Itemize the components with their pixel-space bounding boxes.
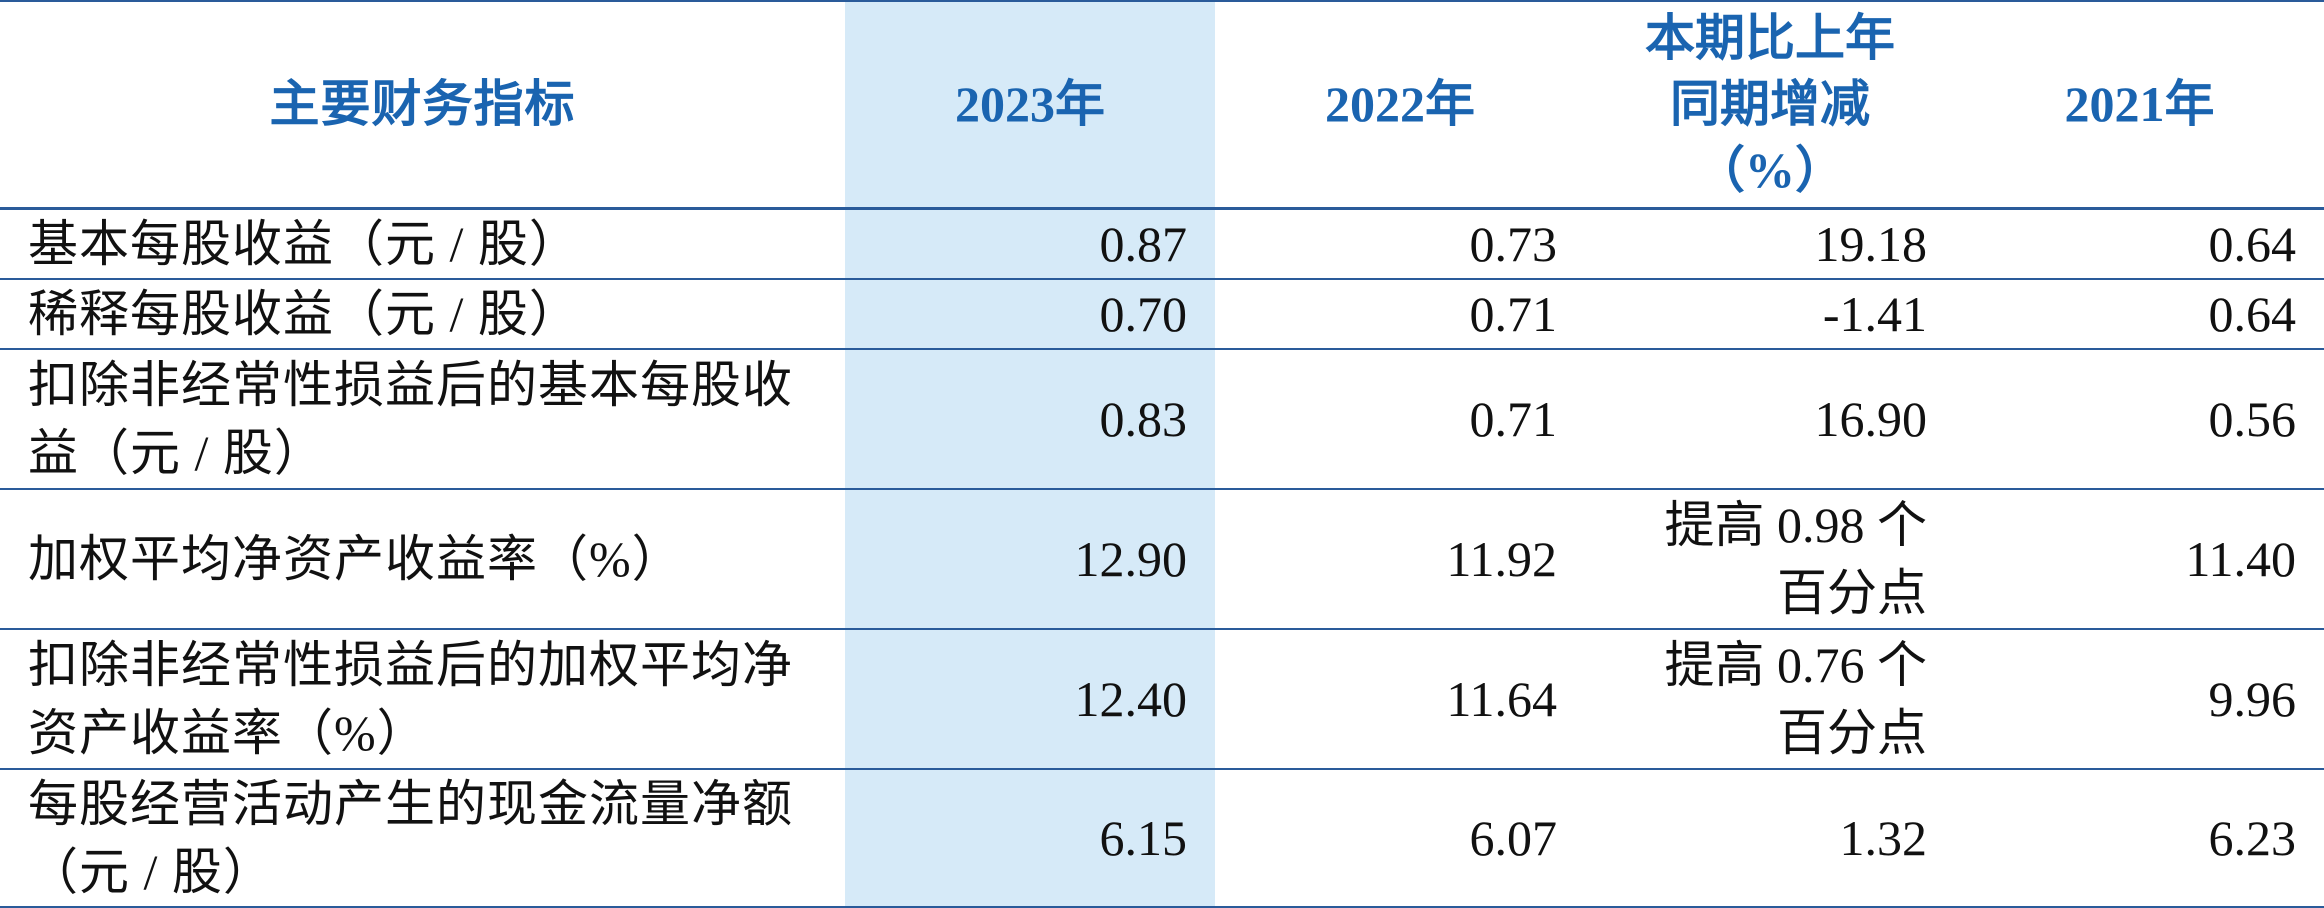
indicator-label-line1: 扣除非经常性损益后的加权平均净 (28, 636, 793, 693)
yoy-change-line1: 提高 0.98 个 (1664, 496, 1928, 553)
header-indicator: 主要财务指标 (0, 0, 845, 210)
indicator-label-line2: （元 / 股） (28, 843, 274, 900)
table-row: 扣除非经常性损益后的加权平均净 资产收益率（%） 12.40 11.64 提高 … (0, 628, 2324, 770)
table-row: 基本每股收益（元 / 股） 0.87 0.73 19.18 0.64 (0, 208, 2324, 280)
table-row: 稀释每股收益（元 / 股） 0.70 0.71 -1.41 0.64 (0, 278, 2324, 350)
table-row: 扣除非经常性损益后的基本每股收 益（元 / 股） 0.83 0.71 16.90… (0, 348, 2324, 490)
table-row: 每股经营活动产生的现金流量净额 （元 / 股） 6.15 6.07 1.32 6… (0, 768, 2324, 908)
value-2021: 6.23 (1955, 768, 2324, 908)
yoy-change-line2: 百分点 (1777, 704, 1927, 761)
value-2021: 0.64 (1955, 278, 2324, 350)
yoy-change-line2: 百分点 (1777, 564, 1927, 621)
header-yoy-change: 本期比上年 同期增减 （%） (1585, 0, 1955, 210)
yoy-change-line1: 19.18 (1814, 215, 1928, 272)
value-yoy-change: 19.18 (1585, 208, 1955, 280)
header-row: 主要财务指标 2023年 2022年 本期比上年 同期增减 （%） 2021年 (0, 0, 2324, 210)
value-2023: 6.15 (845, 768, 1215, 908)
header-2021: 2021年 (1955, 0, 2324, 210)
value-yoy-change: 提高 0.98 个 百分点 (1585, 488, 1955, 630)
header-2023: 2023年 (845, 0, 1215, 210)
yoy-change-line1: 提高 0.76 个 (1664, 636, 1928, 693)
table-row: 加权平均净资产收益率（%） 12.90 11.92 提高 0.98 个 百分点 … (0, 488, 2324, 630)
value-yoy-change: 1.32 (1585, 768, 1955, 908)
indicator-label-line1: 加权平均净资产收益率（%） (28, 530, 683, 587)
value-2022: 0.71 (1215, 278, 1585, 350)
value-2022: 11.92 (1215, 488, 1585, 630)
header-yoy-change-line3: （%） (1695, 142, 1845, 199)
header-2022: 2022年 (1215, 0, 1585, 210)
indicator-label: 扣除非经常性损益后的加权平均净 资产收益率（%） (0, 628, 845, 770)
yoy-change-line1: -1.41 (1822, 285, 1927, 342)
value-2022: 11.64 (1215, 628, 1585, 770)
value-2021: 0.64 (1955, 208, 2324, 280)
indicator-label: 加权平均净资产收益率（%） (0, 488, 845, 630)
yoy-change-line1: 16.90 (1814, 390, 1928, 447)
value-2022: 6.07 (1215, 768, 1585, 908)
indicator-label-line1: 扣除非经常性损益后的基本每股收 (28, 356, 793, 413)
header-yoy-change-line1: 本期比上年 (1645, 10, 1895, 67)
indicator-label-line1: 稀释每股收益（元 / 股） (28, 285, 580, 342)
value-2021: 0.56 (1955, 348, 2324, 490)
value-2023: 0.83 (845, 348, 1215, 490)
value-yoy-change: -1.41 (1585, 278, 1955, 350)
value-2023: 0.87 (845, 208, 1215, 280)
indicator-label-line2: 资产收益率（%） (28, 704, 428, 761)
value-2022: 0.71 (1215, 348, 1585, 490)
yoy-change-line1: 1.32 (1839, 809, 1928, 866)
header-yoy-change-line2: 同期增减 (1670, 76, 1870, 133)
value-yoy-change: 提高 0.76 个 百分点 (1585, 628, 1955, 770)
indicator-label: 每股经营活动产生的现金流量净额 （元 / 股） (0, 768, 845, 908)
indicator-label-line1: 每股经营活动产生的现金流量净额 (28, 775, 793, 832)
value-yoy-change: 16.90 (1585, 348, 1955, 490)
value-2023: 12.90 (845, 488, 1215, 630)
value-2021: 11.40 (1955, 488, 2324, 630)
indicator-label-line1: 基本每股收益（元 / 股） (28, 215, 580, 272)
indicator-label: 扣除非经常性损益后的基本每股收 益（元 / 股） (0, 348, 845, 490)
indicator-label-line2: 益（元 / 股） (28, 424, 325, 481)
value-2023: 0.70 (845, 278, 1215, 350)
indicator-label: 基本每股收益（元 / 股） (0, 208, 845, 280)
value-2023: 12.40 (845, 628, 1215, 770)
indicator-label: 稀释每股收益（元 / 股） (0, 278, 845, 350)
value-2021: 9.96 (1955, 628, 2324, 770)
value-2022: 0.73 (1215, 208, 1585, 280)
